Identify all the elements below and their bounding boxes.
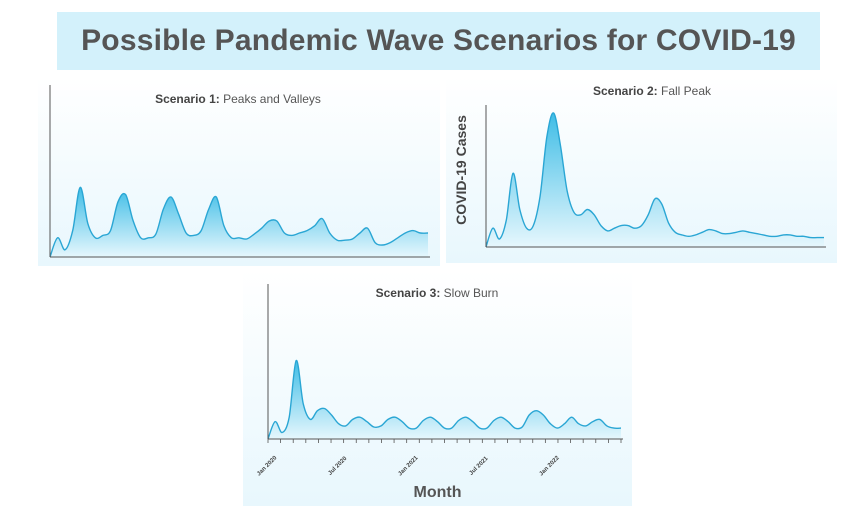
series-line [267, 359, 622, 440]
chart-title: Possible Pandemic Wave Scenarios for COV… [81, 24, 796, 57]
panel-title-rest: Slow Burn [440, 286, 498, 300]
panel-title: Scenario 3: Slow Burn [376, 286, 499, 300]
panel-background [243, 270, 632, 506]
panel-title-rest: Peaks and Valleys [220, 92, 321, 106]
panel-title-bold: Scenario 2: [593, 84, 658, 98]
panel-title-bold: Scenario 3: [376, 286, 441, 300]
scenario-1-chart: Scenario 1: Peaks and Valleys [38, 77, 440, 266]
scenario-1-panel: Scenario 1: Peaks and Valleys [38, 77, 440, 266]
series-area [486, 112, 824, 247]
series-line [49, 186, 429, 258]
series-area [268, 360, 621, 439]
scenario-3-panel: Scenario 3: Slow Burn Jan 2020 Jul 2020 Jan… [243, 270, 632, 506]
scenario-2-chart: Scenario 2: Fall Peak [446, 77, 837, 263]
series-line [485, 112, 824, 248]
title-banner: Possible Pandemic Wave Scenarios for COV… [57, 12, 820, 70]
scenario-2-panel: Scenario 2: Fall Peak [446, 77, 837, 263]
x-axis-label: Month [413, 484, 462, 501]
panel-title: Scenario 2: Fall Peak [593, 84, 712, 98]
panel-title: Scenario 1: Peaks and Valleys [155, 92, 321, 106]
panel-title-rest: Fall Peak [658, 84, 712, 98]
y-axis-label: COVID-19 Cases [453, 115, 469, 225]
panel-title-bold: Scenario 1: [155, 92, 220, 106]
